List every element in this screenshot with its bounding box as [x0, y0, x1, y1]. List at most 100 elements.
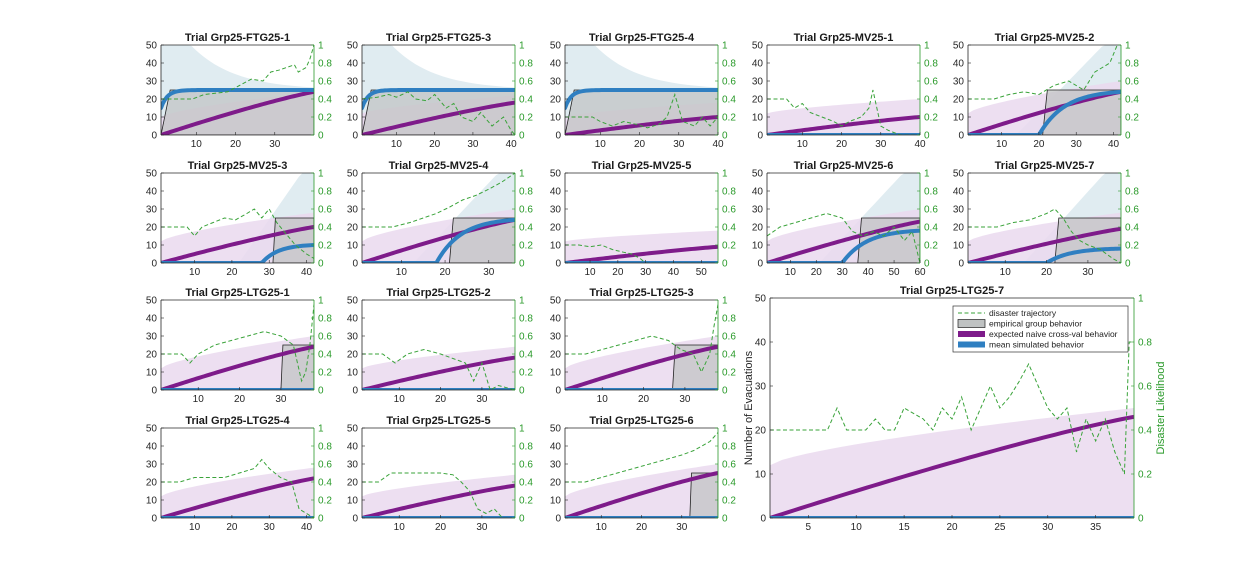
y2-tick-label: 0.4 — [722, 350, 736, 361]
y2-tick-label: 0.6 — [519, 205, 533, 216]
y2-tick-label: 0.6 — [318, 77, 332, 88]
plot-area — [565, 304, 718, 390]
legend-entry: mean simulated behavior — [989, 340, 1084, 350]
y-tick-label: 20 — [146, 350, 158, 361]
y-tick-label: 10 — [550, 241, 562, 252]
x-tick-label: 10 — [396, 267, 408, 278]
disaster-trajectory-line — [362, 472, 515, 518]
x-tick-label: 20 — [230, 139, 242, 150]
y2-tick-label: 0 — [722, 514, 728, 525]
disaster-trajectory-line — [770, 341, 1134, 475]
y2-tick-label: 0.6 — [318, 332, 332, 343]
subplot-title: Trial Grp25-FTG25-1 — [185, 32, 290, 44]
y-tick-label: 20 — [550, 95, 562, 106]
y-tick-label: 50 — [347, 41, 359, 52]
y2-tick-label: 1 — [1125, 169, 1131, 180]
x-tick-label: 20 — [636, 522, 648, 533]
subplot-title: Trial Grp25-MV25-2 — [995, 32, 1095, 44]
y-tick-label: 10 — [550, 113, 562, 124]
y-tick-label: 0 — [958, 259, 964, 270]
y-tick-label: 0 — [555, 259, 561, 270]
x-tick-label: 10 — [394, 522, 406, 533]
y2-tick-label: 0.4 — [318, 478, 332, 489]
y-tick-label: 10 — [146, 368, 158, 379]
y2-tick-label: 0.8 — [1125, 59, 1139, 70]
y2-tick-label: 0 — [318, 514, 324, 525]
y-tick-label: 40 — [146, 59, 158, 70]
disaster-trajectory-line — [968, 208, 1121, 263]
subplot-10: 0 10 20 30 40 50 0 0.2 0.4 0.6 0.8 1 10 20 30 Trial Grp… — [146, 287, 332, 405]
y-tick-label: 10 — [953, 113, 965, 124]
x-tick-label: 40 — [301, 522, 313, 533]
y-tick-label: 10 — [550, 368, 562, 379]
subplot-title: Trial Grp25-MV25-5 — [592, 160, 692, 172]
naive-band — [767, 99, 920, 135]
x-tick-label: 20 — [638, 394, 650, 405]
y2-tick-label: 1 — [1125, 41, 1131, 52]
legend-swatch-simulated — [958, 341, 985, 348]
x-tick-label: 10 — [584, 267, 596, 278]
y-tick-label: 10 — [347, 368, 359, 379]
y-tick-label: 0 — [757, 131, 763, 142]
x-tick-label: 30 — [269, 139, 281, 150]
naive-behavior-line — [770, 414, 1134, 518]
y-tick-label: 50 — [755, 294, 767, 305]
y-tick-label: 20 — [146, 95, 158, 106]
x-tick-label: 25 — [994, 522, 1006, 533]
subplot-14: 0 10 20 30 40 50 0 0.2 0.4 0.6 0.8 1 10 20 30 40 Trial G… — [146, 415, 332, 533]
y2-tick-label: 0.6 — [1125, 205, 1139, 216]
y-tick-label: 30 — [347, 205, 359, 216]
x-tick-label: 10 — [597, 394, 609, 405]
x-tick-label: 30 — [673, 139, 685, 150]
y2-tick-label: 0 — [318, 386, 324, 397]
y-tick-label: 40 — [550, 59, 562, 70]
plot-area — [362, 472, 515, 518]
y2-tick-label: 0.6 — [722, 332, 736, 343]
x-tick-label: 20 — [1033, 139, 1045, 150]
plot-area — [362, 45, 515, 135]
x-tick-label: 30 — [640, 267, 652, 278]
x-tick-label: 40 — [1108, 139, 1120, 150]
y-tick-label: 20 — [146, 478, 158, 489]
y2-tick-label: 1 — [519, 296, 525, 307]
subplot-15: 0 10 20 30 40 50 0 0.2 0.4 0.6 0.8 1 10 20 30 Trial Grp… — [347, 415, 533, 533]
y-tick-label: 10 — [550, 496, 562, 507]
x-tick-label: 10 — [851, 522, 863, 533]
y2-tick-label: 0 — [924, 259, 930, 270]
y-tick-label: 0 — [151, 259, 157, 270]
x-tick-label: 10 — [191, 139, 203, 150]
y2-tick-label: 0.8 — [318, 442, 332, 453]
disaster-trajectory-line — [362, 173, 515, 228]
y2-tick-label: 0 — [722, 131, 728, 142]
y-tick-label: 30 — [953, 77, 965, 88]
y-tick-label: 0 — [151, 386, 157, 397]
x-tick-label: 15 — [899, 522, 911, 533]
x-tick-label: 10 — [189, 522, 201, 533]
x-tick-label: 40 — [668, 267, 680, 278]
y-tick-label: 20 — [146, 223, 158, 234]
y-tick-label: 0 — [352, 131, 358, 142]
subplot-3: 0 10 20 30 40 50 0 0.2 0.4 0.6 0.8 1 10 20 30 40 Trial G… — [752, 32, 938, 150]
y2-tick-label: 0.2 — [924, 241, 938, 252]
naive-behavior-line — [968, 226, 1121, 263]
y2-tick-label: 0.2 — [318, 113, 332, 124]
y-tick-label: 20 — [953, 95, 965, 106]
plot-area — [565, 432, 718, 518]
y2-tick-label: 0.2 — [1138, 470, 1152, 481]
y2-tick-label: 1 — [519, 424, 525, 435]
y2-tick-label: 0.2 — [924, 113, 938, 124]
y2-tick-label: 0.6 — [318, 460, 332, 471]
x-tick-label: 20 — [226, 267, 238, 278]
x-tick-label: 20 — [612, 267, 624, 278]
x-tick-label: 20 — [439, 267, 451, 278]
x-tick-label: 30 — [1082, 267, 1094, 278]
y2-tick-label: 0.4 — [318, 223, 332, 234]
naive-behavior-line — [362, 217, 515, 263]
disaster-trajectory-line — [161, 304, 314, 383]
y2-tick-label: 0.8 — [1138, 338, 1152, 349]
y-tick-label: 50 — [550, 424, 562, 435]
y2-tick-label: 0.6 — [924, 205, 938, 216]
y-tick-label: 0 — [555, 131, 561, 142]
plot-area — [161, 45, 314, 135]
y-tick-label: 20 — [752, 95, 764, 106]
